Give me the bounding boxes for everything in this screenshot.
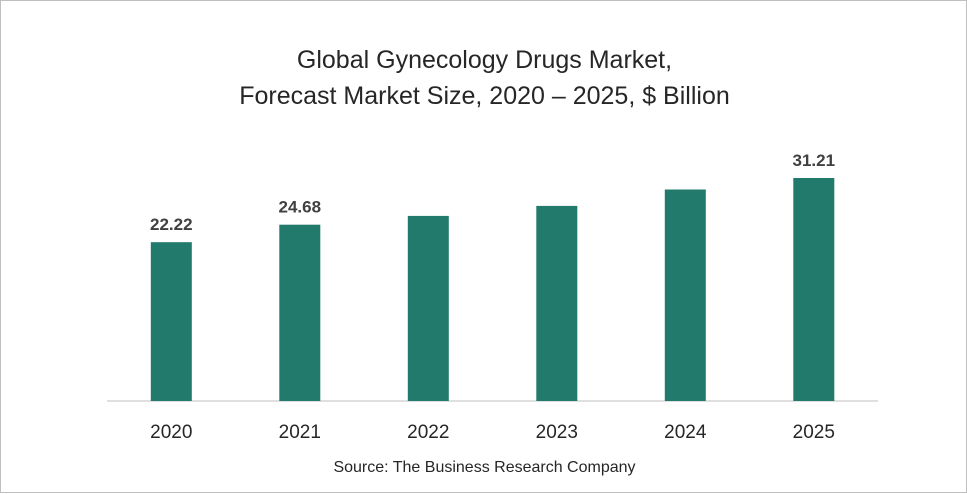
bar-2022: [407, 215, 449, 401]
data-label: 31.21: [793, 151, 836, 170]
x-tick-label: 2025: [793, 422, 835, 443]
bar-2023: [536, 205, 578, 401]
x-tick-label: 2021: [279, 422, 321, 443]
bar-2021: [279, 224, 321, 401]
chart-subtitle: Forecast Market Size, 2020 – 2025, $ Bil…: [239, 82, 730, 110]
x-tick-label: 2022: [407, 422, 449, 443]
bar-2020: [150, 242, 192, 401]
source-note: Source: The Business Research Company: [333, 459, 636, 476]
data-label: 22.22: [150, 215, 193, 234]
x-tick-label: 2020: [150, 422, 192, 443]
data-label: 24.68: [279, 198, 322, 217]
x-tick-label: 2023: [536, 422, 578, 443]
bar-2025: [793, 178, 835, 401]
x-tick-label: 2024: [664, 422, 707, 443]
chart-title: Global Gynecology Drugs Market,: [296, 46, 673, 74]
bar-2024: [664, 189, 706, 401]
